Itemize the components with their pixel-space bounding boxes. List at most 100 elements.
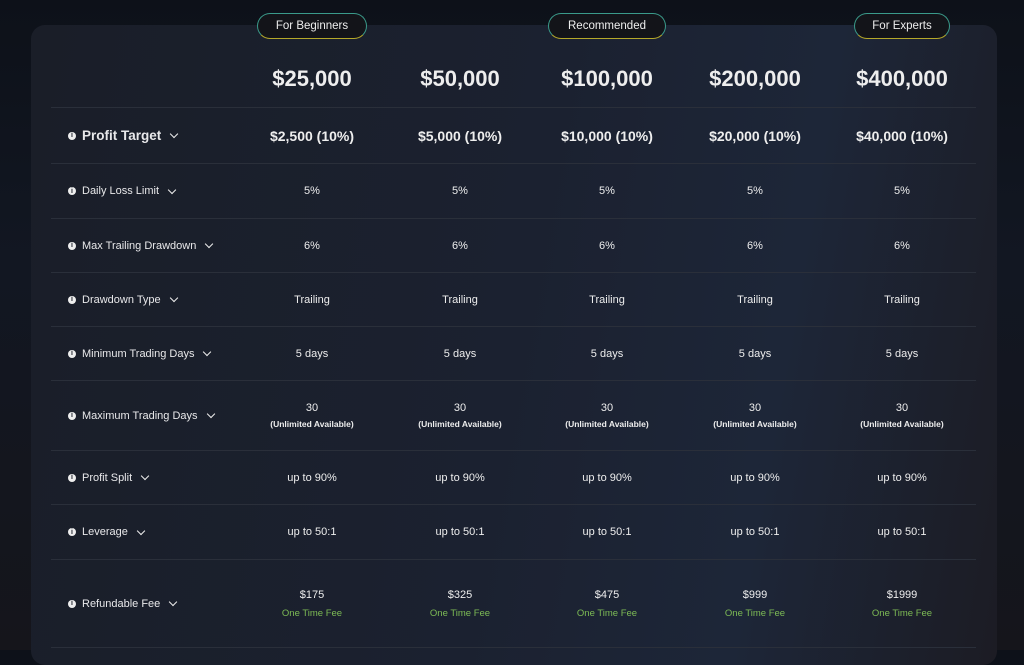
row-value: 30 (Unlimited Available) (390, 402, 530, 429)
row-label-toggle[interactable]: i Leverage (68, 526, 146, 538)
row-value: 6% (390, 240, 530, 252)
table-row: i Daily Loss Limit 5% 5% 5% 5% 5% (51, 164, 976, 219)
row-value: up to 90% (832, 472, 972, 484)
value-text: up to 90% (730, 471, 780, 484)
value-text: $175 (299, 588, 325, 601)
row-label-toggle[interactable]: i Daily Loss Limit (68, 185, 177, 197)
value-text: 5% (599, 185, 615, 197)
row-label-toggle[interactable]: i Drawdown Type (68, 293, 178, 306)
row-value: 5% (832, 185, 972, 197)
value-text: Trailing (884, 293, 920, 306)
row-label-toggle[interactable]: i Minimum Trading Days (68, 347, 212, 360)
value-text: 5% (452, 185, 468, 197)
badge-for-beginners: For Beginners (257, 13, 367, 39)
chevron-down-icon[interactable] (140, 471, 150, 481)
row-value: 5 days (242, 348, 382, 360)
table-row: i Profit Target $2,500 (10%) $5,000 (10%) $1… (51, 108, 976, 164)
chevron-down-icon[interactable] (136, 526, 146, 535)
row-value: $2,500 (10%) (242, 128, 382, 144)
value-text: up to 50:1 (730, 526, 780, 538)
value-text: 30 (305, 402, 319, 414)
chevron-down-icon[interactable] (203, 347, 212, 357)
value-text: Trailing (589, 293, 625, 306)
value-text: Trailing (737, 293, 773, 306)
row-value: 5 days (685, 348, 825, 360)
value-text: $325 (447, 588, 473, 601)
info-icon[interactable]: i (68, 599, 76, 608)
row-value: up to 50:1 (537, 526, 677, 538)
row-label-toggle[interactable]: i Max Trailing Drawdown (68, 239, 214, 252)
row-label-toggle[interactable]: i Profit Target (68, 128, 179, 143)
plan-price: $100,000 (561, 65, 653, 91)
info-icon[interactable]: i (68, 241, 76, 250)
row-value: 30 (Unlimited Available) (242, 402, 382, 429)
row-label: Profit Split (82, 471, 133, 484)
value-text: Trailing (442, 293, 478, 306)
info-icon[interactable]: i (68, 187, 76, 195)
table-row: i Maximum Trading Days 30 (Unlimited Availa… (51, 381, 976, 451)
row-label: Drawdown Type (82, 293, 161, 306)
value-text: 5% (894, 185, 910, 197)
row-label: Maximum Trading Days (82, 409, 198, 422)
fee-note: One Time Fee (724, 607, 786, 619)
row-value: $999 One Time Fee (685, 589, 825, 619)
info-icon[interactable]: i (68, 473, 76, 482)
row-value: $475 One Time Fee (537, 589, 677, 619)
row-value: 5 days (832, 348, 972, 360)
row-value: 5 days (537, 348, 677, 360)
row-value: 30 (Unlimited Available) (685, 402, 825, 429)
row-label: Minimum Trading Days (82, 347, 195, 360)
table-row: i Drawdown Type Trailing Trailing Trailing Tr… (51, 273, 976, 327)
value-text: up to 50:1 (582, 526, 632, 538)
value-text: 30 (600, 402, 614, 414)
value-text: $40,000 (10%) (856, 127, 948, 144)
row-label: Leverage (82, 526, 128, 538)
row-label: Max Trailing Drawdown (82, 239, 197, 252)
row-value: up to 50:1 (832, 526, 972, 538)
value-text: 6% (599, 239, 615, 252)
row-value: 30 (Unlimited Available) (537, 402, 677, 429)
row-value: 5% (390, 185, 530, 197)
pricing-panel (31, 25, 997, 665)
row-value: up to 50:1 (390, 526, 530, 538)
row-value: $40,000 (10%) (832, 128, 972, 144)
value-text: 5 days (590, 347, 624, 360)
value-text: $20,000 (10%) (709, 127, 801, 144)
info-icon[interactable]: i (68, 349, 76, 358)
row-label-toggle[interactable]: i Profit Split (68, 471, 150, 484)
chevron-down-icon[interactable] (167, 185, 177, 194)
row-value: 6% (537, 240, 677, 252)
row-value: $10,000 (10%) (537, 128, 677, 144)
row-value: 30 (Unlimited Available) (832, 402, 972, 429)
row-label: Profit Target (82, 128, 162, 143)
chevron-down-icon[interactable] (169, 597, 178, 607)
value-text: 30 (453, 402, 467, 414)
value-text: $5,000 (10%) (417, 127, 503, 144)
value-text: 5 days (885, 347, 919, 360)
badge-recommended: Recommended (548, 13, 666, 39)
value-subtext: (Unlimited Available) (270, 419, 354, 429)
value-text: 6% (452, 239, 468, 252)
row-value: $1999 One Time Fee (832, 589, 972, 619)
row-value: Trailing (832, 294, 972, 306)
value-text: 6% (304, 239, 320, 252)
row-label-toggle[interactable]: i Maximum Trading Days (68, 409, 215, 422)
info-icon[interactable]: i (68, 131, 76, 140)
info-icon[interactable]: i (68, 295, 76, 304)
row-value: up to 50:1 (685, 526, 825, 538)
row-value: 6% (832, 240, 972, 252)
value-text: 5 days (443, 347, 477, 360)
value-subtext: (Unlimited Available) (713, 419, 797, 429)
table-row: i Max Trailing Drawdown 6% 6% 6% 6% 6% (51, 219, 976, 273)
value-text: 5% (304, 185, 320, 197)
chevron-down-icon[interactable] (205, 239, 214, 249)
info-icon[interactable]: i (68, 528, 76, 536)
row-value: up to 50:1 (242, 526, 382, 538)
value-text: Trailing (294, 293, 330, 306)
info-icon[interactable]: i (68, 411, 76, 420)
row-label-toggle[interactable]: i Refundable Fee (68, 597, 178, 610)
chevron-down-icon[interactable] (169, 293, 178, 303)
chevron-down-icon[interactable] (170, 129, 179, 139)
value-text: up to 50:1 (287, 526, 337, 538)
chevron-down-icon[interactable] (206, 409, 215, 419)
